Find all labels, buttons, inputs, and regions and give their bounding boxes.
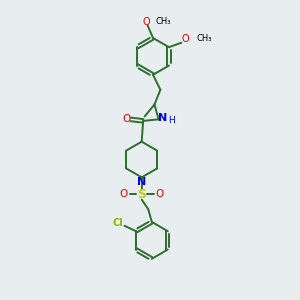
Text: O: O	[181, 34, 189, 44]
Text: H: H	[169, 116, 176, 125]
Text: CH₃: CH₃	[156, 17, 171, 26]
Text: Cl: Cl	[112, 218, 123, 228]
Text: N: N	[137, 177, 146, 188]
Text: O: O	[142, 16, 150, 27]
Text: O: O	[120, 189, 128, 199]
Text: N: N	[158, 113, 167, 124]
Text: O: O	[123, 114, 131, 124]
Text: CH₃: CH₃	[196, 34, 212, 43]
Text: O: O	[155, 189, 164, 199]
Text: S: S	[137, 188, 146, 201]
